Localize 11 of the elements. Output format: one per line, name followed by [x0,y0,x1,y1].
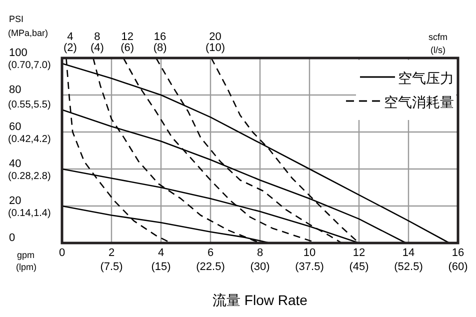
xlabel: 流量 Flow Rate [212,292,308,308]
annotation: 16 (8) [153,31,167,54]
annotation: 12 (6) [120,31,134,54]
ylabel: PSI [9,14,24,24]
y2label: (MPa,bar) [8,28,48,38]
annotation: gpm [17,250,35,260]
annotation: 8 (4) [90,31,104,54]
annotation: 20 (10) [205,31,226,54]
annotation: 4 (2) [63,31,77,54]
annotation: scfm (l/s) [428,32,448,55]
x2label: (lpm) [16,262,36,272]
